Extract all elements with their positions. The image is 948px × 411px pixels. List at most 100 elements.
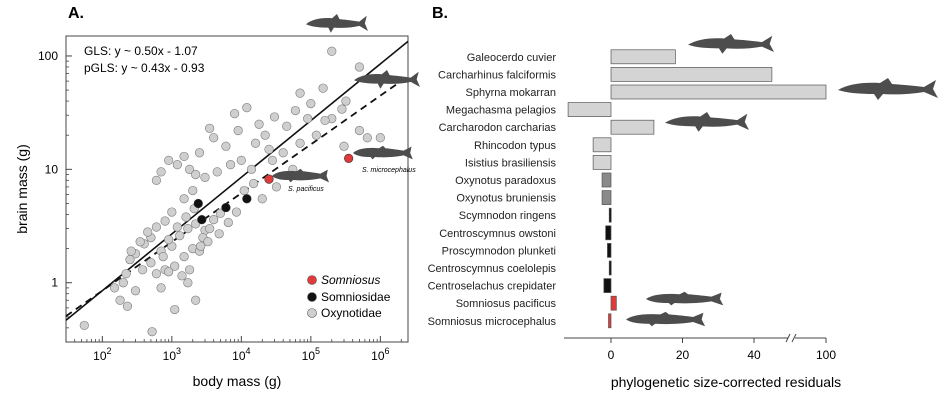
data-point-oxynotidae: [267, 155, 278, 165]
data-point-oxynotidae: [184, 265, 195, 275]
data-point-oxynotidae: [209, 133, 219, 143]
data-point-somniosidae: [242, 194, 252, 204]
residual-bar: [608, 313, 612, 329]
panel-b-tick-label: 40: [747, 348, 761, 362]
data-point-oxynotidae: [121, 269, 131, 279]
somniosus-pacificus-silhouette-icon: [646, 291, 724, 306]
data-point-oxynotidae: [225, 160, 236, 170]
data-point-oxynotidae: [354, 62, 365, 72]
x-tick-exponent: 6: [385, 346, 390, 356]
residual-bar: [592, 137, 612, 153]
data-point-oxynotidae: [164, 267, 174, 277]
data-point-oxynotidae: [183, 224, 193, 234]
residual-bar: [608, 260, 612, 276]
data-point-oxynotidae: [290, 105, 301, 116]
residual-bar: [601, 172, 612, 188]
category-label: Somniosus microcephalus: [428, 316, 557, 328]
data-point-oxynotidae: [172, 160, 182, 170]
data-point-oxynotidae: [191, 169, 201, 180]
data-point-oxynotidae: [248, 178, 259, 189]
data-point-oxynotidae: [126, 246, 136, 256]
data-point-oxynotidae: [179, 151, 189, 162]
panel-b-x-axis: 0 20 40 100: [564, 333, 836, 362]
data-point-oxynotidae: [177, 271, 187, 281]
data-point-oxynotidae: [79, 320, 89, 331]
x-tick-exponent: 3: [176, 346, 181, 356]
panel-b-bars: [567, 49, 827, 329]
axis-break-mark: [785, 333, 791, 343]
data-point-oxynotidae: [109, 283, 120, 293]
data-point-oxynotidae: [164, 155, 174, 165]
data-point-oxynotidae: [205, 123, 215, 133]
data-point-oxynotidae: [215, 208, 226, 218]
y-tick-label: 100: [38, 49, 58, 63]
residual-bar: [607, 243, 612, 258]
data-point-oxynotidae: [264, 144, 274, 154]
panel-b-x-axis-title: phylogenetic size-corrected residuals: [611, 374, 841, 390]
data-point-oxynotidae: [200, 172, 210, 182]
category-label: Carcharodon carcharias: [439, 122, 557, 134]
category-label: Rhincodon typus: [474, 140, 556, 152]
data-point-oxynotidae: [362, 133, 372, 143]
panel-b-tick-label: 20: [676, 348, 690, 362]
x-tick-exponent: 5: [315, 346, 320, 356]
data-point-oxynotidae: [209, 215, 219, 225]
panel-a-y-axis-title: brain mass (g): [14, 144, 30, 233]
hammerhead-silhouette-icon: [306, 14, 368, 33]
data-point-oxynotidae: [196, 241, 206, 251]
panel-a-label: A.: [68, 5, 84, 22]
data-point-oxynotidae: [158, 251, 168, 262]
data-point-oxynotidae: [327, 46, 337, 56]
data-point-oxynotidae: [205, 224, 215, 234]
legend-label-somniosidae: Somniosidae: [321, 290, 391, 304]
data-point-oxynotidae: [236, 155, 246, 165]
data-point-oxynotidae: [146, 258, 156, 268]
data-point-oxynotidae: [156, 167, 166, 177]
data-point-oxynotidae: [151, 269, 162, 279]
data-point-oxynotidae: [282, 121, 292, 131]
x-tick-label: 105: [302, 346, 320, 363]
data-point-oxynotidae: [170, 304, 180, 315]
data-point-oxynotidae: [143, 227, 153, 237]
shark-silhouette-icon: [354, 70, 420, 89]
y-tick-label: 10: [45, 162, 59, 176]
data-point-oxynotidae: [295, 138, 305, 148]
data-point-oxynotidae: [337, 104, 347, 114]
data-point-oxynotidae: [151, 222, 162, 232]
residual-bar: [605, 225, 612, 241]
data-point-oxynotidae: [167, 207, 177, 217]
data-point-somniosus: [344, 153, 354, 163]
x-tick-exponent: 2: [107, 346, 112, 356]
panel-b-label: B.: [432, 5, 448, 22]
gls-equation: GLS: y ~ 0.50x - 1.07: [84, 44, 198, 58]
x-tick-label: 106: [371, 346, 389, 363]
panel-b-category-labels: Galeocerdo cuvier Carcharhinus falciformi…: [428, 52, 557, 328]
sphyrna-silhouette-icon: [838, 78, 938, 100]
category-label: Scymnodon ringens: [459, 210, 557, 222]
data-point-oxynotidae: [194, 148, 205, 158]
pgls-fit-line: [65, 75, 409, 317]
legend-label-somniosus: Somniosus: [321, 273, 380, 287]
x-tick-exponent: 4: [246, 346, 251, 356]
residual-bar: [592, 155, 612, 170]
residual-bar: [601, 190, 612, 205]
data-point-oxynotidae: [311, 130, 321, 140]
category-label: Oxynotus bruniensis: [456, 193, 556, 205]
category-label: Somniosus pacificus: [456, 298, 557, 310]
data-point-oxynotidae: [130, 286, 141, 296]
data-point-oxynotidae: [125, 254, 135, 265]
data-point-oxynotidae: [172, 222, 182, 232]
data-point-oxynotidae: [138, 265, 148, 275]
data-point-oxynotidae: [254, 119, 264, 129]
residual-bar: [610, 119, 655, 135]
data-point-oxynotidae: [354, 125, 365, 136]
data-point-oxynotidae: [191, 295, 201, 305]
data-point-oxynotidae: [242, 103, 252, 113]
panel-b-tick-label: 100: [816, 348, 836, 362]
category-label: Centroscymnus coelolepis: [428, 263, 557, 275]
data-point-oxynotidae: [214, 229, 224, 239]
legend-marker-oxynotidae: [307, 308, 317, 318]
category-label: Centroscymnus owstoni: [439, 228, 556, 240]
data-point-oxynotidae: [203, 237, 213, 247]
